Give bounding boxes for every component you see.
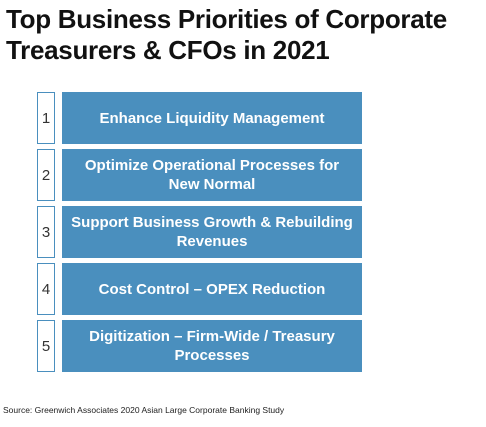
priority-row: 5 Digitization – Firm-Wide / Treasury Pr… [37,320,363,372]
page-title: Top Business Priorities of Corporate Tre… [6,4,447,65]
priority-label: Optimize Operational Processes for New N… [62,149,362,201]
priority-number: 3 [37,206,55,258]
priority-number: 1 [37,92,55,144]
priority-number: 5 [37,320,55,372]
priority-number: 4 [37,263,55,315]
priority-number: 2 [37,149,55,201]
priority-label: Enhance Liquidity Management [62,92,362,144]
source-note: Source: Greenwich Associates 2020 Asian … [3,405,285,415]
priority-row: 4 Cost Control – OPEX Reduction [37,263,363,315]
priority-row: 3 Support Business Growth & Rebuilding R… [37,206,363,258]
priority-row: 2 Optimize Operational Processes for New… [37,149,363,201]
priority-list: 1 Enhance Liquidity Management 2 Optimiz… [37,92,363,372]
priority-label: Digitization – Firm-Wide / Treasury Proc… [62,320,362,372]
priority-row: 1 Enhance Liquidity Management [37,92,363,144]
priority-label: Cost Control – OPEX Reduction [62,263,362,315]
priority-label: Support Business Growth & Rebuilding Rev… [62,206,362,258]
